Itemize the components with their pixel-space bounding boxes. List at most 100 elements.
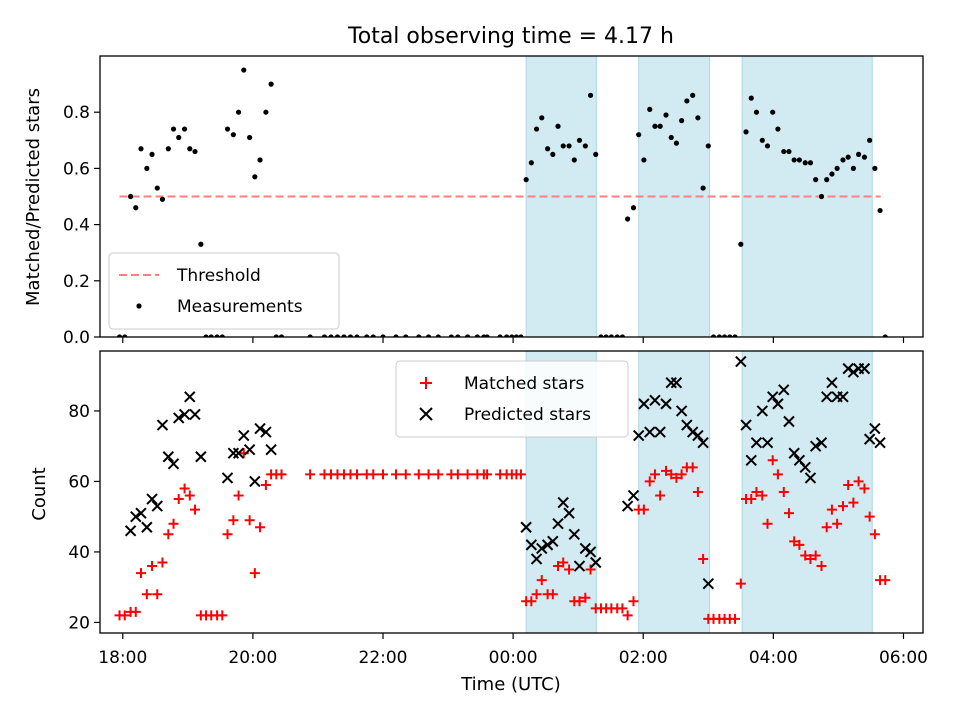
matched-star-point [767,455,778,466]
matched-star-point [305,469,316,480]
predicted-star-point [249,475,261,488]
measurement-point [824,177,830,183]
legend-box [108,252,340,330]
measurement-point [753,109,760,115]
count-y-axis-label: Count [29,467,50,520]
matched-star-point [617,603,628,614]
measurement-point [550,151,556,157]
y-tick-label: 80 [68,402,90,422]
measurement-point [813,177,819,183]
measurement-point [647,106,653,112]
predicted-star-point [869,422,881,435]
predicted-star-point [173,412,185,424]
measurement-point [268,81,274,87]
predicted-star-point [644,426,656,438]
measurement-point [133,205,139,211]
measurement-point [533,126,540,132]
matched-star-point [515,469,526,480]
predicted-star-point [167,458,180,470]
legend-label: Measurements [177,297,303,317]
predicted-star-point [568,528,580,541]
predicted-star-point [858,362,871,375]
matched-star-point [184,490,195,501]
measurement-point [872,165,878,171]
predicted-star-point [638,398,650,410]
matched-star-point [638,504,649,515]
x-tick-label: 18:00 [98,648,147,668]
legend-label: Threshold [176,266,261,286]
measurement-point [587,92,594,98]
measurement-point [252,174,258,180]
ratio-y-axis-label: Matched/Predicted stars [23,88,44,306]
predicted-star-point [670,377,683,389]
matched-star-point [228,515,239,526]
measurement-point [257,157,263,163]
matched-star-point [826,504,837,515]
measurement-point [690,92,696,98]
predicted-star-point [590,556,602,569]
measurement-point [791,157,797,163]
predicted-star-point [815,436,828,449]
matched-star-point [222,529,233,540]
measurement-point [176,134,182,141]
matched-star-point [189,504,200,515]
measurement-point [625,216,631,222]
matched-star-point [157,557,168,568]
matched-star-point [351,469,362,480]
x-axis-label: Time (UTC) [460,674,561,695]
matched-star-point [249,568,260,579]
predicted-star-point [821,391,833,403]
matched-star-point [762,518,773,529]
predicted-star-point [530,553,543,565]
predicted-star-point [156,419,169,431]
matched-star-point [880,575,891,586]
measurement-point [829,171,835,177]
matched-star-point [173,494,184,505]
matched-star-point [821,522,832,533]
predicted-star-point [184,391,196,403]
x-tick-label: 02:00 [619,648,668,668]
y-tick-label: 0.8 [63,103,90,123]
predicted-star-point [767,391,779,403]
predicted-star-point [189,408,201,421]
x-tick-label: 06:00 [879,648,928,668]
measurement-point [807,160,814,166]
legend-label: Matched stars [464,374,584,394]
predicted-star-point [584,546,597,558]
predicted-star-point [552,518,564,530]
predicted-star-point [573,560,586,572]
predicted-star-point [162,451,175,463]
measurement-point [877,207,883,214]
predicted-star-point [227,447,240,459]
measurement-point [764,143,771,149]
predicted-star-point [260,426,272,438]
measurement-point [593,151,599,157]
matched-star-point [452,469,463,480]
matched-star-point [649,469,660,480]
predicted-star-point [702,577,715,590]
measurement-point [636,132,642,138]
y-tick-label: 40 [68,543,90,563]
predicted-star-point [238,429,250,442]
measurement-point [834,165,840,171]
measurement-point [705,143,711,149]
predicted-star-point [124,525,137,537]
measurement-point [144,165,150,171]
matched-star-point [147,561,158,572]
predicted-star-point [826,377,838,389]
matched-star-point [260,479,271,490]
measurement-point [230,132,236,138]
count-panel: 20 40 60 80 18:00 20:00 22:00 00:00 02:00 04:00 06… [68,350,928,668]
measurement-point [159,196,166,202]
measurement-point [630,205,637,211]
legend-predicted-swatch [419,407,433,421]
matched-star-point [687,462,698,473]
matched-star-point [119,610,130,621]
matched-star-point [255,522,266,533]
measurement-point [560,143,566,149]
matched-star-point [676,469,687,480]
measurement-point [235,109,242,115]
y-tick-label: 20 [68,613,90,633]
measurement-point [241,67,247,73]
